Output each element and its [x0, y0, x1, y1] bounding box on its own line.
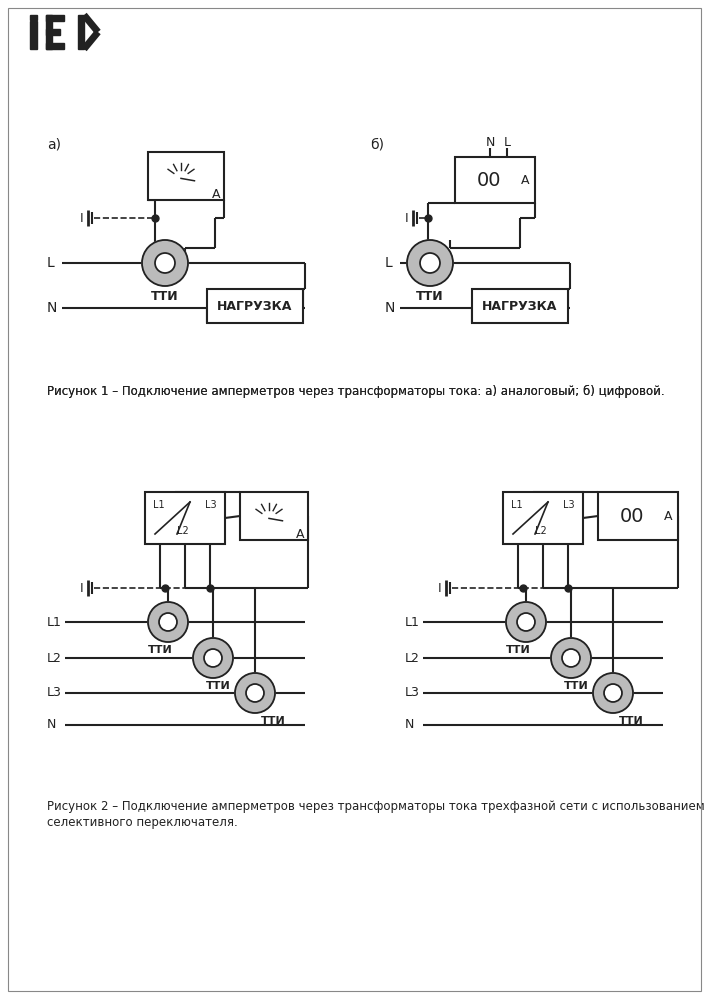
Bar — [78, 15, 84, 49]
Text: A: A — [296, 527, 304, 540]
Bar — [30, 15, 37, 20]
Text: L1: L1 — [153, 500, 164, 510]
Text: НАГРУЗКА: НАГРУЗКА — [482, 300, 558, 313]
Bar — [46, 15, 64, 21]
Text: L: L — [503, 137, 510, 150]
Circle shape — [604, 684, 622, 702]
Text: L1: L1 — [405, 615, 420, 628]
Circle shape — [159, 613, 177, 631]
Circle shape — [562, 649, 580, 667]
Circle shape — [407, 240, 453, 286]
Bar — [472, 289, 568, 323]
Text: N: N — [385, 301, 396, 315]
Text: L2: L2 — [535, 526, 547, 536]
Circle shape — [551, 638, 591, 678]
Text: ТТИ: ТТИ — [619, 716, 643, 726]
Bar — [240, 492, 308, 540]
Circle shape — [246, 684, 264, 702]
Text: Рисунок 1 – Подключение амперметров через трансформаторы тока: а) аналоговый; б): Рисунок 1 – Подключение амперметров чере… — [47, 385, 664, 398]
Text: ТТИ: ТТИ — [147, 645, 172, 655]
Text: ТТИ: ТТИ — [416, 290, 444, 303]
Text: ТТИ: ТТИ — [564, 681, 588, 691]
Bar — [503, 492, 583, 544]
Circle shape — [204, 649, 222, 667]
Text: A: A — [212, 188, 220, 201]
Bar — [455, 157, 535, 203]
Circle shape — [235, 673, 275, 713]
Text: Рисунок 2 – Подключение амперметров через трансформаторы тока трехфазной сети с : Рисунок 2 – Подключение амперметров чере… — [47, 800, 705, 813]
Circle shape — [593, 673, 633, 713]
Text: L3: L3 — [405, 686, 420, 699]
Text: 00: 00 — [476, 171, 501, 190]
Text: L2: L2 — [405, 651, 420, 664]
Text: L3: L3 — [206, 500, 217, 510]
Circle shape — [193, 638, 233, 678]
Text: I: I — [80, 212, 84, 225]
Text: I: I — [80, 581, 84, 594]
Text: А: А — [664, 510, 672, 523]
Text: б): б) — [370, 137, 384, 151]
Text: L3: L3 — [564, 500, 575, 510]
Circle shape — [517, 613, 535, 631]
Text: N: N — [47, 301, 57, 315]
Circle shape — [142, 240, 188, 286]
Text: N: N — [47, 718, 57, 731]
Bar — [207, 289, 303, 323]
Text: Рисунок 1 – Подключение амперметров через трансформаторы тока: а) аналоговый; б): Рисунок 1 – Подключение амперметров чере… — [47, 385, 664, 398]
Text: I: I — [438, 581, 442, 594]
Text: L1: L1 — [47, 615, 62, 628]
Circle shape — [155, 253, 175, 273]
Text: L: L — [385, 256, 393, 270]
Text: L2: L2 — [177, 526, 189, 536]
Bar — [46, 43, 64, 49]
Circle shape — [506, 602, 546, 642]
Text: селективного переключателя.: селективного переключателя. — [47, 816, 238, 829]
Text: а): а) — [47, 137, 61, 151]
Bar — [148, 152, 224, 200]
Text: N: N — [405, 718, 414, 731]
Text: ТТИ: ТТИ — [261, 716, 286, 726]
Circle shape — [420, 253, 440, 273]
Bar — [46, 29, 60, 35]
Text: НАГРУЗКА: НАГРУЗКА — [218, 300, 293, 313]
Text: L3: L3 — [47, 686, 62, 699]
Circle shape — [148, 602, 188, 642]
Bar — [46, 15, 52, 49]
Bar — [145, 492, 225, 544]
Bar — [598, 492, 678, 540]
Text: ТТИ: ТТИ — [151, 290, 179, 303]
Text: ТТИ: ТТИ — [206, 681, 230, 691]
Text: L2: L2 — [47, 651, 62, 664]
Text: 00: 00 — [620, 506, 644, 525]
Text: N: N — [486, 137, 495, 150]
Text: L1: L1 — [511, 500, 523, 510]
Text: I: I — [405, 212, 409, 225]
Text: А: А — [520, 175, 529, 188]
Bar — [30, 21, 37, 49]
Text: L: L — [47, 256, 55, 270]
Text: ТТИ: ТТИ — [506, 645, 530, 655]
